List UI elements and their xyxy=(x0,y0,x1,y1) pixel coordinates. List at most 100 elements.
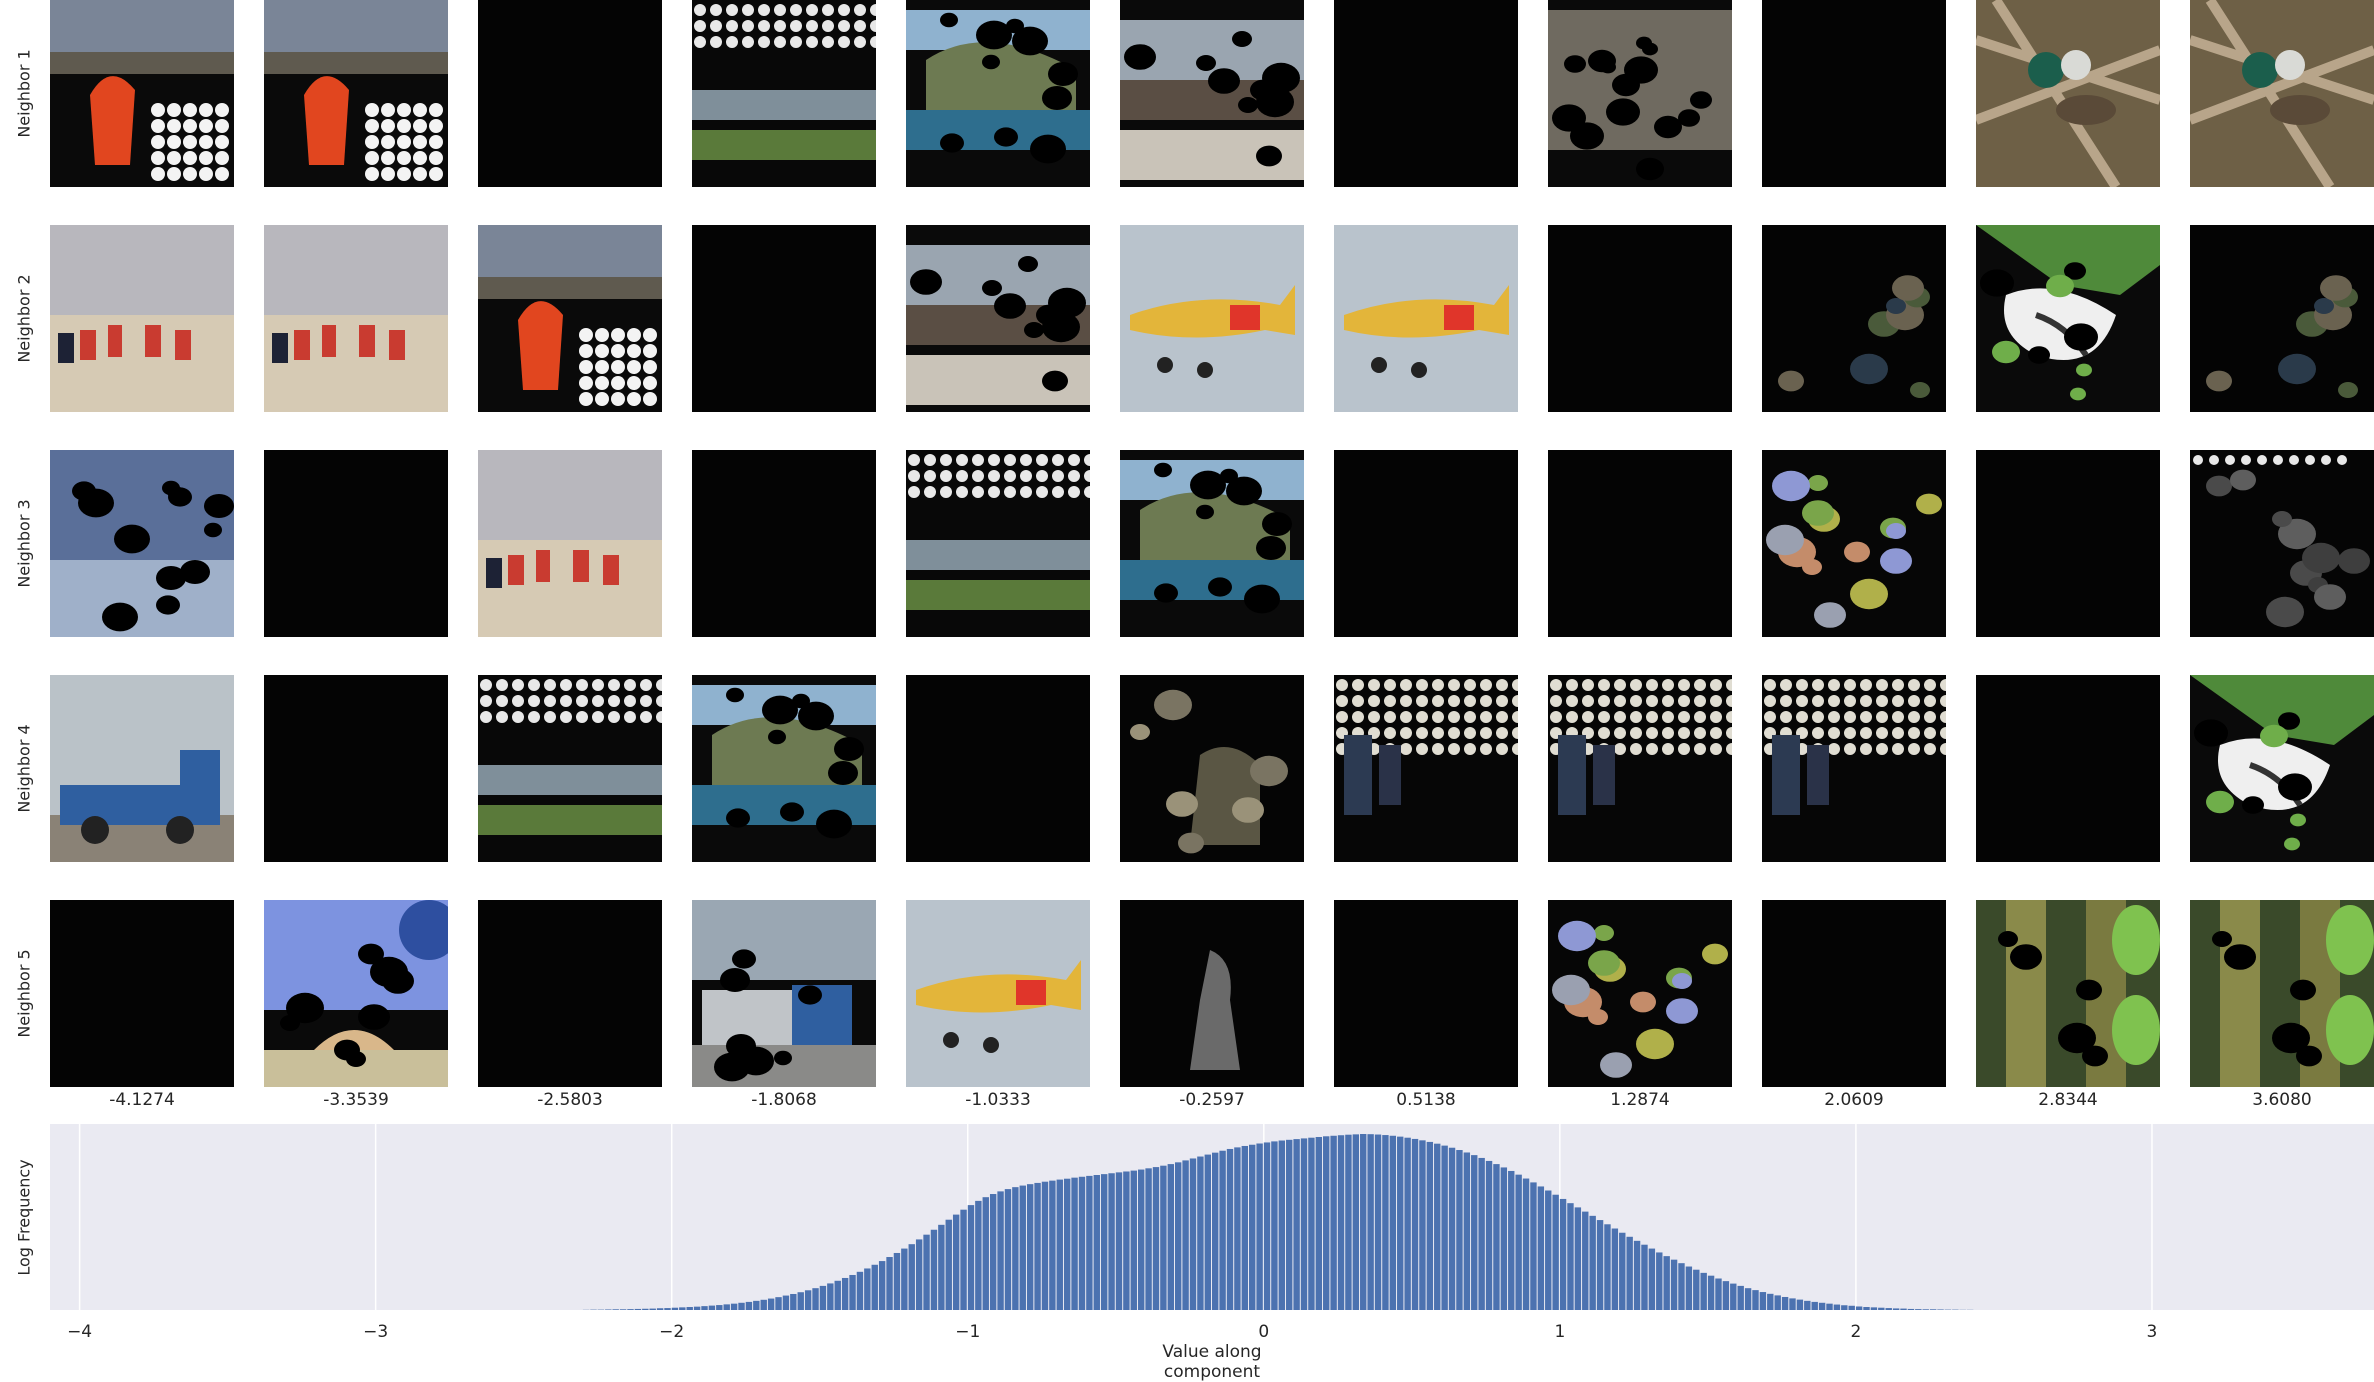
x-tick-label: 0 xyxy=(1258,1322,1270,1342)
neighbor-image-coast-masked xyxy=(906,0,1090,187)
histogram-bar xyxy=(1448,1147,1456,1310)
histogram-bar xyxy=(1360,1134,1367,1310)
histogram-bar xyxy=(1197,1156,1204,1310)
histogram-bar xyxy=(1678,1263,1685,1310)
histogram-bar xyxy=(1878,1307,1885,1310)
histogram-bar xyxy=(1515,1174,1522,1310)
column-value: 2.0609 xyxy=(1824,1090,1884,1110)
neighbor-image-dark xyxy=(1334,0,1518,187)
histogram-bar xyxy=(1737,1285,1744,1310)
histogram-bar xyxy=(1818,1302,1826,1310)
histogram-bar xyxy=(804,1290,812,1310)
histogram-bar xyxy=(679,1307,686,1310)
histogram-bar xyxy=(945,1219,952,1310)
histogram-bar xyxy=(738,1302,745,1310)
histogram-bar xyxy=(753,1300,760,1310)
histogram-bar xyxy=(997,1191,1004,1310)
histogram-bar xyxy=(1049,1180,1056,1310)
histogram-bar xyxy=(1537,1186,1545,1310)
histogram-bar xyxy=(1256,1143,1263,1310)
histogram-bar xyxy=(1115,1172,1123,1310)
neighbor-image-yellow-plane xyxy=(1120,225,1304,412)
histogram-bar xyxy=(1041,1181,1049,1310)
histogram-bar xyxy=(1885,1308,1892,1310)
histogram-bar xyxy=(1411,1138,1419,1310)
histogram-bar xyxy=(915,1239,923,1310)
histogram-bar xyxy=(1293,1139,1300,1310)
histogram-bar xyxy=(893,1252,901,1310)
histogram-bar xyxy=(1744,1288,1752,1310)
histogram-bar xyxy=(767,1298,775,1310)
histogram-bar xyxy=(1485,1160,1493,1310)
histogram-bar xyxy=(1589,1215,1596,1310)
histogram-bar xyxy=(656,1308,664,1310)
histogram-bar xyxy=(1545,1190,1552,1310)
neighbor-image-dark xyxy=(1762,0,1946,187)
histogram-bar xyxy=(1152,1167,1160,1310)
histogram-bar xyxy=(1219,1150,1226,1310)
neighbor-image-taj-mahal-masked xyxy=(264,900,448,1087)
neighbor-image-market-masked xyxy=(1120,0,1304,187)
neighbor-image-red-jacket-masked xyxy=(478,225,662,412)
histogram-bar xyxy=(1145,1168,1152,1310)
histogram-bar xyxy=(1093,1175,1100,1310)
histogram-bar xyxy=(952,1214,960,1310)
neighbor-image-gray-blobs xyxy=(2190,450,2374,637)
column-value: 2.8344 xyxy=(2038,1090,2098,1110)
histogram-bar xyxy=(1500,1167,1508,1310)
histogram-bar xyxy=(775,1297,782,1310)
histogram-bar xyxy=(634,1308,642,1310)
histogram-bar xyxy=(1456,1150,1463,1310)
neighbor-image-jungle-masked xyxy=(2190,900,2374,1087)
histogram-bar xyxy=(745,1301,753,1310)
histogram-bar xyxy=(1078,1176,1086,1310)
neighbor-image-market-masked xyxy=(906,225,1090,412)
neighbor-image-dark xyxy=(692,225,876,412)
neighbor-image-yellow-plane xyxy=(1334,225,1518,412)
histogram-bar xyxy=(1796,1299,1804,1310)
column-value: -3.3539 xyxy=(323,1090,389,1110)
histogram-bar xyxy=(1685,1266,1693,1310)
histogram-bar xyxy=(1004,1189,1012,1310)
x-tick-label: −3 xyxy=(363,1322,389,1342)
histogram-bar xyxy=(1426,1141,1434,1310)
histogram-bar xyxy=(1855,1306,1863,1310)
histogram-bar xyxy=(1160,1165,1167,1310)
neighbor-image-dotted-figures xyxy=(1762,675,1946,862)
histogram-bar xyxy=(1656,1252,1663,1310)
x-axis-label: Value along component xyxy=(1162,1342,1262,1382)
histogram-bar xyxy=(864,1268,871,1310)
histogram-bar xyxy=(849,1274,856,1310)
neighbor-image-dark xyxy=(1976,450,2160,637)
neighbor-image-sparse-speckle xyxy=(2190,225,2374,412)
neighbor-image-dark xyxy=(50,900,234,1087)
histogram-bar xyxy=(693,1306,701,1310)
histogram-bar xyxy=(797,1292,804,1310)
histogram-bar xyxy=(1530,1182,1537,1310)
x-tick-label: 2 xyxy=(1850,1322,1862,1342)
histogram-bar xyxy=(1670,1259,1678,1310)
histogram-bar xyxy=(1249,1144,1256,1310)
histogram-bar xyxy=(1759,1292,1767,1310)
neighbor-image-dark xyxy=(478,0,662,187)
neighbor-image-coast-dotted xyxy=(692,0,876,187)
neighbor-image-dark xyxy=(1762,900,1946,1087)
histogram-bar xyxy=(886,1257,893,1310)
histogram-bar xyxy=(1789,1298,1796,1310)
histogram-bar xyxy=(1212,1152,1219,1310)
histogram-chart xyxy=(78,1124,2153,1310)
histogram-bar xyxy=(819,1285,827,1310)
histogram-bar xyxy=(1189,1158,1197,1310)
histogram-bar xyxy=(649,1308,656,1310)
histogram-bar xyxy=(1915,1309,1922,1310)
neighbor-image-colored-blobs xyxy=(1548,900,1732,1087)
neighbor-image-dark xyxy=(906,675,1090,862)
row-label-neighbor-5: Neighbor 5 xyxy=(14,948,34,1038)
histogram-bar xyxy=(1937,1309,1944,1310)
neighbor-image-dark xyxy=(264,450,448,637)
histogram-bar xyxy=(1471,1155,1478,1310)
histogram-bar xyxy=(841,1277,849,1310)
histogram-bar xyxy=(1374,1134,1382,1310)
column-value: -4.1274 xyxy=(109,1090,175,1110)
histogram-bar xyxy=(1752,1290,1759,1310)
